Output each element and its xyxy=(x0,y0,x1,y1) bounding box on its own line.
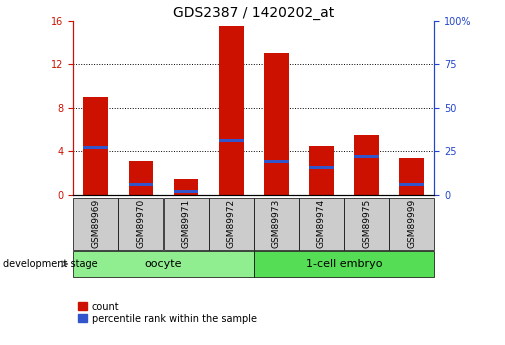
Bar xyxy=(128,183,154,186)
Text: GSM89969: GSM89969 xyxy=(91,199,100,248)
Bar xyxy=(399,158,424,195)
Text: GSM89971: GSM89971 xyxy=(182,199,190,248)
Text: oocyte: oocyte xyxy=(145,259,182,269)
Text: GSM89972: GSM89972 xyxy=(227,199,236,248)
Bar xyxy=(354,135,379,195)
Bar xyxy=(83,146,108,149)
Bar xyxy=(309,166,334,169)
Bar xyxy=(254,251,434,277)
Bar xyxy=(128,161,154,195)
Bar xyxy=(83,97,108,195)
Bar xyxy=(309,146,334,195)
Text: GSM89970: GSM89970 xyxy=(136,199,145,248)
Bar xyxy=(219,26,243,195)
Bar xyxy=(174,190,198,193)
Bar xyxy=(299,198,344,249)
Bar xyxy=(264,53,289,195)
Text: GSM89999: GSM89999 xyxy=(407,199,416,248)
Bar xyxy=(73,251,254,277)
Bar xyxy=(73,198,118,249)
Bar xyxy=(399,183,424,186)
Bar xyxy=(254,198,299,249)
Text: GSM89974: GSM89974 xyxy=(317,199,326,248)
Text: GSM89973: GSM89973 xyxy=(272,199,281,248)
Text: development stage: development stage xyxy=(3,259,97,269)
Bar xyxy=(264,160,289,163)
Bar xyxy=(389,198,434,249)
Bar xyxy=(219,139,243,142)
Bar xyxy=(209,198,254,249)
Bar xyxy=(174,179,198,195)
Bar xyxy=(354,155,379,158)
Title: GDS2387 / 1420202_at: GDS2387 / 1420202_at xyxy=(173,6,334,20)
Bar xyxy=(119,198,164,249)
Text: 1-cell embryo: 1-cell embryo xyxy=(306,259,382,269)
Bar xyxy=(164,198,209,249)
Text: GSM89975: GSM89975 xyxy=(362,199,371,248)
Bar xyxy=(344,198,389,249)
Legend: count, percentile rank within the sample: count, percentile rank within the sample xyxy=(78,302,257,324)
